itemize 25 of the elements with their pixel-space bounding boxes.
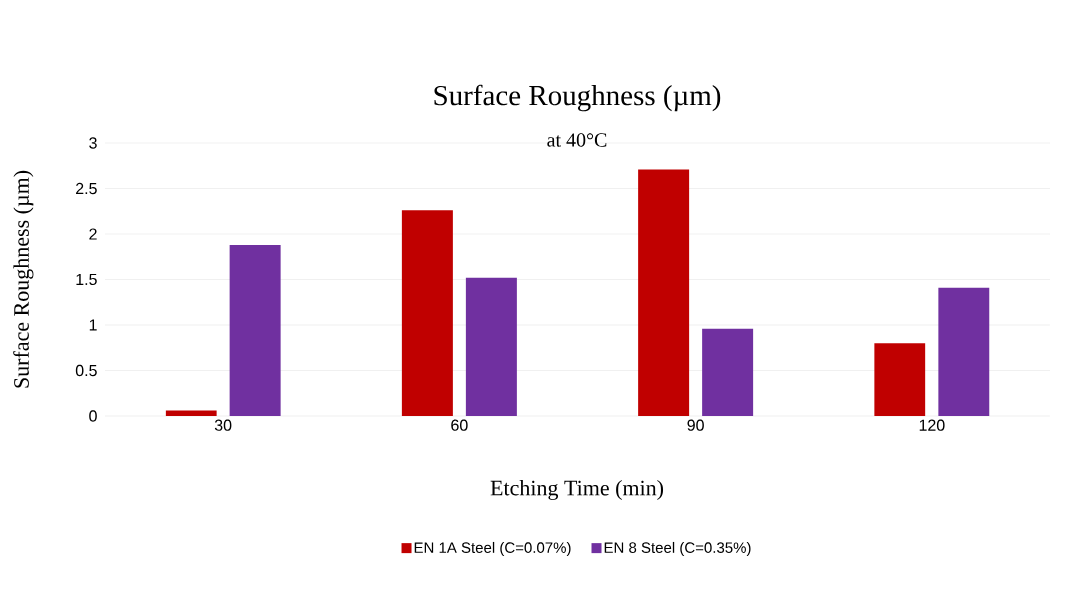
legend-label: EN 8 Steel (C=0.35%)	[604, 541, 751, 556]
x-tick-label: 30	[214, 419, 232, 431]
y-tick-label: 0.5	[75, 364, 97, 377]
x-axis-title: Etching Time (min)	[490, 479, 664, 500]
bar	[638, 169, 690, 416]
y-tick-label: 1	[89, 319, 97, 331]
bar	[465, 277, 517, 416]
chart-subtitle: at 40°C	[547, 133, 607, 147]
chart-title: Surface Roughness (µm)	[434, 84, 721, 112]
y-axis-title: Surface Roughness (µm)	[13, 170, 34, 388]
y-tick-label: 2	[89, 228, 97, 240]
bar	[874, 343, 926, 416]
bar	[702, 328, 754, 416]
x-tick-label: 90	[687, 419, 704, 431]
y-tick-label: 2.5	[76, 182, 97, 195]
x-tick-label: 60	[451, 419, 468, 431]
bar	[229, 244, 281, 416]
bar	[165, 410, 217, 416]
x-tick-label: 120	[919, 419, 945, 431]
bar	[938, 287, 990, 416]
legend-label: EN 1A Steel (C=0.07%)	[414, 541, 571, 556]
bar	[401, 210, 453, 416]
y-tick-label: 3	[89, 137, 97, 149]
y-tick-label: 1.5	[76, 273, 97, 286]
y-tick-label: 0	[89, 410, 97, 422]
